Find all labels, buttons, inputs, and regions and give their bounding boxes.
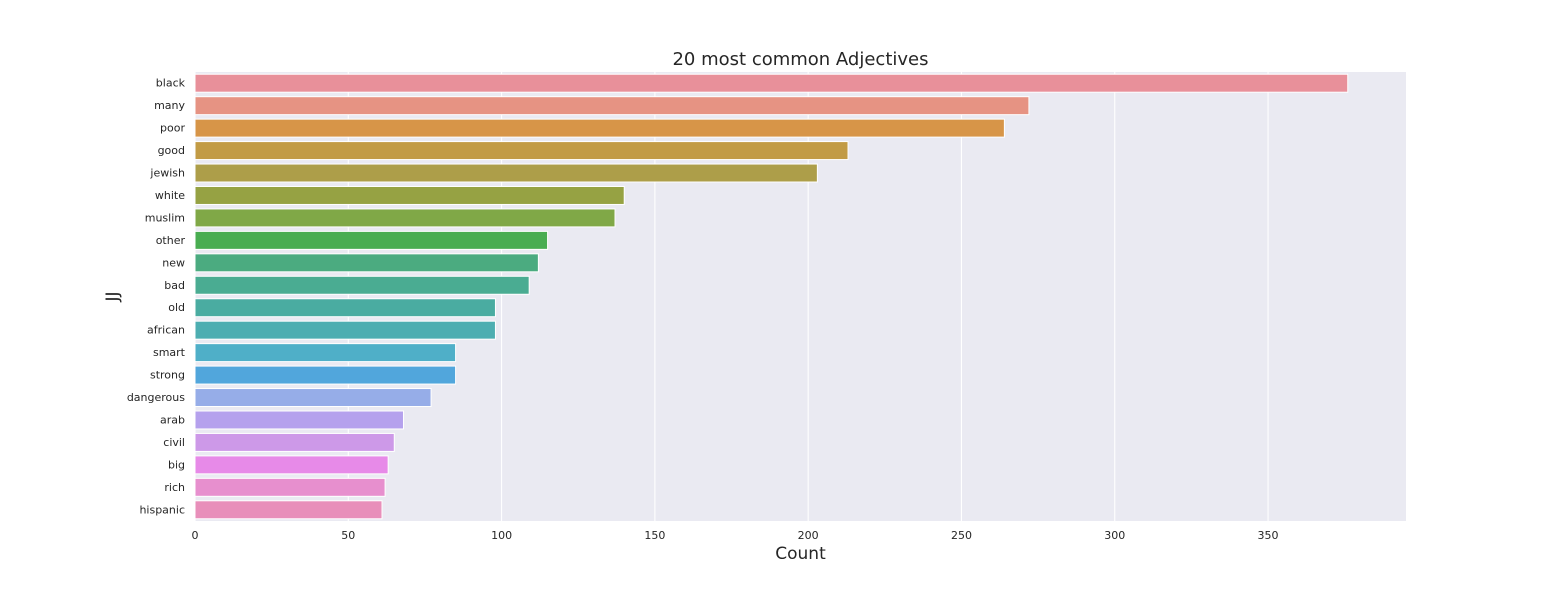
- x-tick-label: 50: [341, 529, 355, 542]
- bar-poor: [194, 118, 1005, 138]
- y-tick-label: jewish: [149, 167, 185, 180]
- y-tick-label: dangerous: [127, 391, 185, 404]
- bar-hispanic: [194, 500, 383, 520]
- y-tick-label: african: [147, 324, 185, 337]
- bar-dangerous: [194, 388, 432, 408]
- bar-other: [194, 230, 549, 250]
- bar-civil: [194, 432, 395, 452]
- y-tick-label: smart: [153, 346, 186, 359]
- bar-jewish: [194, 163, 818, 183]
- bars: [194, 73, 1349, 520]
- y-tick-label: civil: [163, 436, 185, 449]
- y-tick-label: big: [168, 458, 185, 471]
- y-tick-label: strong: [150, 369, 185, 382]
- chart-title: 20 most common Adjectives: [672, 49, 928, 70]
- bar-muslim: [194, 208, 616, 228]
- bar-african: [194, 320, 496, 340]
- plot-background: [195, 72, 1406, 521]
- bar-black: [194, 73, 1349, 93]
- y-tick-label: bad: [164, 279, 185, 292]
- x-tick-label: 0: [192, 529, 199, 542]
- y-tick-label: other: [156, 234, 186, 247]
- bar-arab: [194, 410, 404, 430]
- y-tick-label: black: [156, 77, 186, 90]
- y-tick-label: white: [155, 189, 185, 202]
- bar-bad: [194, 275, 530, 295]
- y-tick-label: arab: [160, 413, 185, 426]
- bar-new: [194, 253, 539, 273]
- bar-many: [194, 96, 1030, 116]
- bar-rich: [194, 477, 386, 497]
- bar-white: [194, 185, 625, 205]
- y-tick-label: good: [158, 144, 185, 157]
- x-tick-label: 300: [1104, 529, 1125, 542]
- x-tick-label: 150: [644, 529, 665, 542]
- bar-old: [194, 298, 496, 318]
- bar-strong: [194, 365, 457, 385]
- x-axis-label: Count: [775, 544, 826, 564]
- x-tick-label: 350: [1258, 529, 1279, 542]
- y-axis-label: JJ: [103, 291, 123, 302]
- y-tick-label: poor: [160, 122, 185, 135]
- y-tick-label: muslim: [145, 211, 185, 224]
- bar-smart: [194, 343, 457, 363]
- bar-good: [194, 141, 849, 161]
- y-tick-labels: black many poor good jewish white muslim other n…: [127, 77, 186, 517]
- x-tick-labels: 0 50 100 150 200 250 300 350: [192, 529, 1279, 542]
- y-tick-label: hispanic: [139, 503, 185, 516]
- y-tick-label: new: [162, 256, 185, 269]
- x-tick-label: 200: [798, 529, 819, 542]
- x-tick-label: 250: [951, 529, 972, 542]
- y-tick-label: old: [168, 301, 185, 314]
- y-tick-label: many: [154, 99, 185, 112]
- y-tick-label: rich: [164, 481, 185, 494]
- x-tick-label: 100: [491, 529, 512, 542]
- bar-big: [194, 455, 389, 475]
